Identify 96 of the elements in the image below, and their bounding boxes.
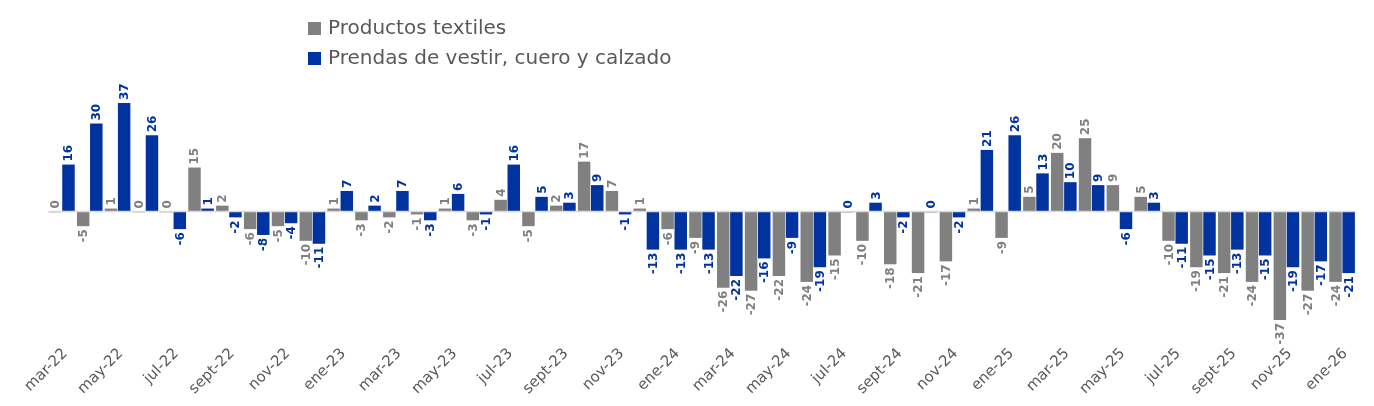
- data-label: 2: [549, 194, 564, 203]
- data-label: -19: [1285, 270, 1300, 292]
- data-label: -19: [812, 270, 827, 292]
- data-label: 7: [604, 179, 619, 188]
- data-label: 5: [1022, 185, 1037, 194]
- data-label: -5: [76, 229, 91, 243]
- data-label: -5: [270, 229, 285, 243]
- data-label: -24: [1245, 284, 1260, 307]
- data-label: -26: [716, 290, 731, 313]
- data-label: -9: [785, 240, 800, 255]
- data-label: -5: [521, 229, 536, 243]
- data-label: -27: [744, 293, 759, 316]
- data-label: 17: [577, 141, 592, 159]
- data-label: -6: [1119, 232, 1134, 246]
- data-label: -22: [729, 279, 744, 301]
- data-label: -3: [465, 223, 480, 237]
- legend-label: Prendas de vestir, cuero y calzado: [328, 45, 672, 69]
- data-label: -21: [911, 276, 926, 298]
- data-label: 0: [48, 200, 63, 209]
- data-label: -16: [757, 261, 772, 284]
- data-label: -9: [688, 240, 703, 255]
- data-label: -1: [618, 217, 633, 231]
- data-label: 0: [924, 200, 939, 209]
- data-label: -6: [243, 232, 258, 246]
- data-label: 0: [131, 200, 146, 209]
- data-label: 0: [159, 200, 174, 209]
- data-label: -10: [1161, 243, 1176, 266]
- data-label: 1: [326, 197, 341, 206]
- data-label: -3: [354, 223, 369, 237]
- data-label: 9: [590, 173, 605, 183]
- data-label: 37: [117, 83, 132, 100]
- data-label: -13: [1230, 252, 1245, 275]
- data-label: 1: [966, 197, 981, 206]
- legend-label: Productos textiles: [328, 15, 507, 39]
- data-label: 6: [451, 182, 466, 191]
- data-label: -13: [701, 252, 716, 275]
- data-label: 7: [339, 179, 354, 188]
- data-label: 20: [1050, 133, 1065, 150]
- data-label: 7: [395, 179, 410, 188]
- data-label: -15: [827, 258, 842, 281]
- data-label: 5: [1133, 185, 1148, 194]
- data-label: -18: [883, 267, 898, 289]
- data-label: -15: [1258, 258, 1273, 281]
- data-label: 2: [215, 194, 230, 203]
- data-label: -27: [1300, 293, 1315, 316]
- data-label: 2: [367, 194, 382, 203]
- data-label: -21: [1341, 276, 1356, 298]
- data-label: 30: [89, 103, 104, 121]
- data-label: -1: [410, 217, 425, 231]
- data-label: -11: [1174, 246, 1189, 269]
- data-label: 26: [1007, 115, 1022, 133]
- data-label: 3: [868, 191, 883, 200]
- data-label: -3: [423, 223, 438, 237]
- data-label: -1: [478, 217, 493, 231]
- data-label: -2: [896, 220, 911, 234]
- data-label: 0: [840, 200, 855, 209]
- data-label: -4: [284, 226, 299, 240]
- data-label: 1: [632, 197, 647, 206]
- data-label: 15: [187, 147, 202, 165]
- data-label: -24: [799, 284, 814, 307]
- data-label: 9: [1105, 173, 1120, 183]
- data-label: -24: [1328, 284, 1343, 307]
- data-label: 3: [562, 191, 577, 200]
- data-label: -11: [311, 246, 326, 269]
- data-label: 5: [534, 185, 549, 194]
- data-label: -10: [855, 243, 870, 266]
- data-label: -22: [771, 279, 786, 301]
- data-label: -13: [673, 252, 688, 275]
- data-label: 13: [1035, 153, 1050, 171]
- data-label: 10: [1063, 162, 1078, 180]
- data-label: 26: [144, 115, 159, 133]
- data-label: 25: [1078, 118, 1093, 136]
- data-label: 3: [1146, 191, 1161, 200]
- data-label: 21: [979, 130, 994, 147]
- data-label: -10: [298, 243, 313, 266]
- data-label: -9: [994, 240, 1009, 255]
- data-label: -19: [1189, 270, 1204, 292]
- data-label: 16: [506, 144, 521, 162]
- data-label: -8: [256, 237, 271, 252]
- data-label: -37: [1272, 323, 1287, 345]
- data-label: -2: [382, 220, 397, 234]
- data-label: 1: [200, 197, 215, 206]
- data-label: -6: [660, 232, 675, 246]
- data-label: 1: [104, 197, 119, 206]
- data-label: -17: [1313, 264, 1328, 287]
- data-label: -21: [1217, 276, 1232, 298]
- data-label: -2: [228, 220, 243, 234]
- data-label: -6: [172, 232, 187, 246]
- data-label: 16: [61, 144, 76, 162]
- data-label: -17: [938, 264, 953, 287]
- data-label: 1: [437, 197, 452, 206]
- data-label: 9: [1091, 173, 1106, 183]
- data-label: -15: [1202, 258, 1217, 281]
- data-label: -13: [645, 252, 660, 275]
- data-label: 4: [493, 188, 508, 197]
- data-label: -2: [952, 220, 967, 234]
